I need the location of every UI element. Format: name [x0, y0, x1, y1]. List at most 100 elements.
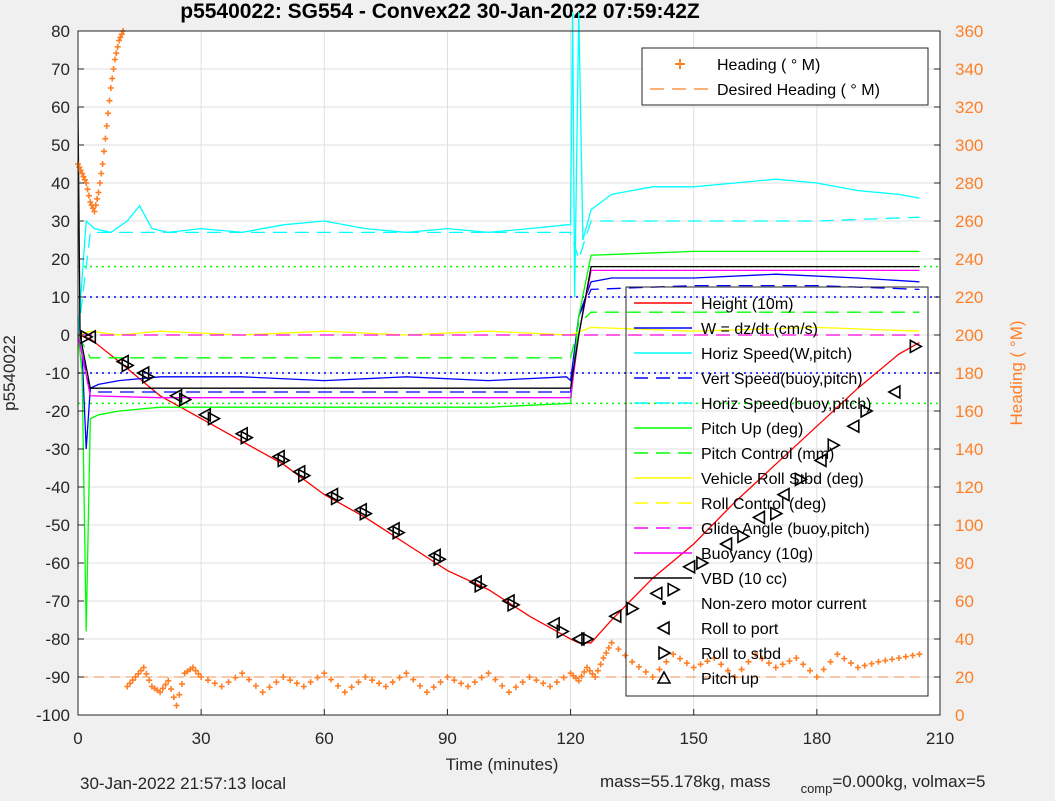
- roll-to-stbd-marker: [827, 437, 841, 453]
- heading-point: [499, 682, 506, 689]
- heading-point: [603, 649, 610, 656]
- heading-point: [575, 677, 582, 684]
- heading-point: [807, 667, 814, 674]
- heading-point: [471, 679, 478, 686]
- heading-point: [362, 674, 369, 680]
- heading-point: [92, 202, 99, 209]
- heading-point: [111, 56, 118, 63]
- heading-point: [252, 682, 259, 689]
- heading-point: [94, 195, 101, 202]
- heading-point: [895, 655, 902, 661]
- roll-to-stbd-marker: [359, 506, 374, 521]
- x-tick-label: 210: [926, 729, 954, 748]
- heading-point: [109, 75, 116, 82]
- legend-swatch: [656, 620, 670, 636]
- legend-entry: Height (10m): [701, 296, 793, 313]
- roll-to-stbd-marker: [240, 430, 254, 445]
- heading-point: [882, 657, 889, 664]
- roll-to-stbd-marker: [277, 453, 291, 468]
- legend-entry: Buoyancy (10g): [701, 546, 813, 563]
- heading-point: [195, 670, 202, 677]
- roll-to-port-marker: [751, 510, 766, 525]
- heading-point: [437, 679, 444, 686]
- roll-to-stbd-marker: [121, 358, 135, 373]
- x-tick-label: 150: [680, 729, 708, 748]
- heading-point: [198, 674, 205, 680]
- x-axis-ticks: 0 30 60 90 120 150 180 210: [73, 709, 954, 748]
- heading-point: [80, 173, 87, 180]
- y2-tick-label: 260: [955, 212, 983, 231]
- heading-point: [103, 123, 110, 129]
- roll-to-stbd-marker: [330, 491, 345, 506]
- heading-point: [649, 674, 656, 680]
- heading-point: [793, 655, 800, 661]
- heading-point: [553, 679, 560, 686]
- heading-point: [600, 655, 607, 661]
- footer-mass: mass=55.178kg, mass comp=0.000kg, volmax=…: [600, 772, 985, 796]
- y-tick-label: 30: [51, 212, 70, 231]
- heading-point: [560, 674, 567, 681]
- heading-point: [259, 689, 266, 696]
- roll-to-stbd-marker: [297, 468, 312, 483]
- heading-point: [800, 661, 807, 668]
- legend-entry: Roll to stbd: [701, 646, 781, 663]
- roll-to-stbd-marker: [626, 601, 640, 616]
- heading-legend: Heading ( ° M) Desired Heading ( ° M): [641, 47, 929, 106]
- roll-to-port-marker: [546, 616, 560, 632]
- heading-point: [293, 680, 300, 687]
- heading-point: [841, 655, 848, 662]
- heading-point: [670, 651, 677, 658]
- heading-point: [724, 667, 731, 674]
- heading-point: [519, 679, 526, 686]
- y-axis-label: p5540022: [0, 335, 19, 411]
- heading-point: [533, 677, 540, 684]
- heading-point: [225, 679, 232, 686]
- roll-to-stbd-marker: [207, 411, 222, 426]
- legend-box: [625, 286, 929, 697]
- heading-point: [83, 180, 90, 186]
- roll-to-stbd-marker: [581, 631, 595, 647]
- heading-point: [273, 679, 280, 686]
- heading-point: [146, 677, 153, 684]
- heading-point: [321, 670, 328, 677]
- heading-point: [85, 192, 92, 199]
- heading-point: [677, 655, 684, 662]
- heading-point: [813, 674, 820, 680]
- y-tick-label: 20: [51, 250, 70, 269]
- heading-legend-entry: Heading ( ° M): [717, 57, 820, 74]
- series-line: [77, 284, 920, 393]
- heading-point: [629, 658, 636, 665]
- heading-point: [137, 667, 144, 674]
- heading-point: [430, 684, 437, 691]
- series-line: [77, 326, 920, 336]
- y2-tick-label: 340: [955, 60, 983, 79]
- heading-point: [100, 148, 107, 155]
- heading-point: [759, 655, 766, 662]
- heading-point: [266, 684, 273, 691]
- legend-entry: Roll to port: [701, 621, 779, 638]
- heading-point: [697, 661, 704, 668]
- heading-point: [779, 661, 786, 668]
- heading-point: [79, 170, 86, 177]
- roll-to-stbd-marker: [80, 329, 94, 345]
- y2-tick-label: 320: [955, 98, 983, 117]
- heading-point: [135, 670, 142, 677]
- heading-legend-box: [641, 47, 929, 106]
- footer-comp-sub: comp: [800, 781, 833, 796]
- heading-point: [314, 674, 321, 681]
- heading-point: [124, 683, 131, 690]
- heading-point: [143, 670, 150, 677]
- legend-entry: Pitch Up (deg): [701, 421, 803, 438]
- y-tick-label: -60: [45, 554, 70, 573]
- y2-tick-label: 80: [955, 554, 974, 573]
- y-tick-label: 40: [51, 174, 70, 193]
- y-tick-label: 0: [61, 326, 70, 345]
- heading-point: [87, 199, 94, 205]
- heading-point: [848, 660, 855, 667]
- heading-point: [827, 658, 834, 665]
- y-tick-label: 60: [51, 98, 70, 117]
- roll-to-stbd-marker: [556, 624, 571, 639]
- heading-point: [854, 664, 861, 671]
- heading-point: [540, 680, 547, 687]
- y-tick-label: -40: [45, 478, 70, 497]
